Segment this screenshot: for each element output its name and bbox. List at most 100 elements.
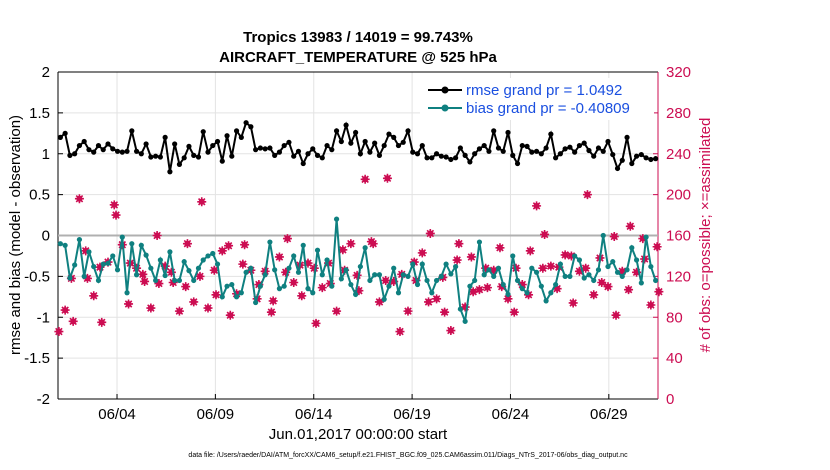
obs-marker <box>297 291 307 301</box>
obs-marker <box>560 250 570 260</box>
rmse-point <box>624 134 630 140</box>
rmse-point <box>429 155 435 161</box>
bias-point <box>353 291 359 297</box>
obs-marker <box>482 283 492 293</box>
obs-marker <box>582 190 592 200</box>
legend-rmse-label: rmse grand pr = 1.0492 <box>466 82 622 99</box>
obs-marker <box>432 294 442 304</box>
legend: rmse grand pr = 1.0492 bias grand pr = -… <box>420 78 654 120</box>
bias-point <box>376 272 383 278</box>
bias-point <box>233 294 240 300</box>
rmse-point <box>229 153 235 159</box>
left-tick-label: -0.5 <box>24 268 50 285</box>
bias-point <box>124 290 130 296</box>
bias-point <box>600 232 606 239</box>
rmse-point <box>433 151 440 157</box>
obs-marker <box>109 200 119 210</box>
obs-marker <box>646 300 656 310</box>
rmse-point <box>267 145 273 151</box>
rmse-point <box>281 142 287 149</box>
bias-series-line <box>60 219 657 322</box>
bias-point <box>638 280 644 286</box>
obs-marker <box>446 326 456 336</box>
bias-point <box>562 273 568 279</box>
obs-marker <box>609 232 619 242</box>
chart-title-line-1: Tropics 13983 / 14019 = 99.743% <box>243 29 473 46</box>
bias-point <box>200 257 206 263</box>
bias-point <box>567 273 573 279</box>
bias-point <box>348 281 354 288</box>
bias-point <box>510 253 516 259</box>
obs-marker <box>532 201 542 211</box>
bias-point <box>57 241 63 247</box>
left-tick-label: -1 <box>37 309 50 326</box>
bias-point <box>114 267 121 273</box>
bias-point <box>581 275 587 281</box>
obs-marker <box>540 229 550 239</box>
legend-bias-label: bias grand pr = -0.40809 <box>466 100 630 117</box>
bias-point <box>605 263 611 270</box>
bias-point <box>267 239 273 245</box>
rmse-point <box>162 134 168 140</box>
left-tick-label: 1 <box>42 146 50 163</box>
rmse-point <box>172 141 178 147</box>
bias-point <box>219 294 225 300</box>
obs-marker <box>289 278 299 288</box>
rmse-point <box>238 134 244 140</box>
rmse-point <box>329 147 335 153</box>
obs-marker <box>489 265 499 275</box>
obs-marker <box>303 258 313 268</box>
bias-point <box>519 286 525 292</box>
obs-marker <box>568 298 578 308</box>
bias-point <box>533 269 540 275</box>
rmse-point <box>143 141 149 147</box>
rmse-point <box>438 153 444 159</box>
x-tick-label: 06/09 <box>197 406 235 423</box>
rmse-point <box>343 122 349 128</box>
rmse-point <box>176 161 183 167</box>
rmse-point <box>148 154 154 160</box>
rmse-point <box>186 143 192 149</box>
obs-marker <box>474 285 484 295</box>
rmse-point <box>324 142 330 149</box>
obs-marker <box>238 259 248 269</box>
rmse-point <box>462 152 468 158</box>
bias-point <box>133 272 140 278</box>
obs-marker <box>625 221 635 231</box>
rmse-point <box>110 146 116 152</box>
bias-point <box>405 273 411 279</box>
rmse-point <box>300 160 306 167</box>
rmse-point <box>253 147 259 153</box>
obs-marker <box>454 239 464 249</box>
bias-point <box>291 253 297 259</box>
bias-point <box>343 267 349 273</box>
bias-point <box>572 253 578 259</box>
bias-point <box>576 257 583 263</box>
bias-point <box>319 272 325 278</box>
bias-point <box>410 261 416 267</box>
right-tick-label: 120 <box>666 268 691 285</box>
bias-point <box>81 273 87 279</box>
bias-point <box>467 283 473 289</box>
bias-point <box>172 277 178 284</box>
obs-marker <box>68 316 78 326</box>
obs-marker <box>60 305 70 315</box>
obs-marker <box>317 283 327 293</box>
bias-point <box>648 263 654 270</box>
obs-marker <box>425 228 435 238</box>
rmse-point <box>333 128 340 134</box>
bias-point <box>110 253 116 259</box>
obs-marker <box>211 290 221 300</box>
obs-marker <box>381 275 391 285</box>
rmse-point <box>67 152 73 158</box>
bias-point <box>153 277 159 284</box>
obs-marker <box>311 318 321 328</box>
right-tick-label: 280 <box>666 105 691 122</box>
rmse-point <box>233 128 240 134</box>
bias-point <box>210 250 216 257</box>
right-tick-label: 320 <box>666 64 691 81</box>
rmse-point <box>200 129 206 135</box>
rmse-point <box>181 155 187 161</box>
obs-marker <box>225 310 235 320</box>
bias-point <box>310 290 316 296</box>
